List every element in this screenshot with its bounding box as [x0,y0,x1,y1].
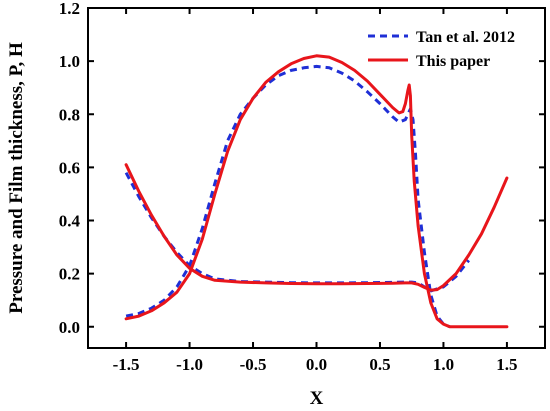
series-line-tan-2012-p [125,64,451,329]
series-line-this-paper-p [124,54,509,329]
legend: Tan et al. 2012 This paper [368,29,515,70]
y-tick-label: 0.8 [59,105,80,124]
y-tick-label: 0.6 [59,158,80,177]
x-tick-label: 0.0 [306,355,327,374]
plot-area [124,54,509,329]
y-tick-label: 0.0 [59,318,80,337]
x-tick-label: 0.5 [369,355,390,374]
x-tick-label: -0.5 [240,355,267,374]
y-tick-label: 1.2 [59,0,80,18]
y-tick-label: 0.2 [59,265,80,284]
x-tick-label: -1.5 [113,355,140,374]
series-line-this-paper-h [124,163,509,292]
x-tick-label: -1.0 [176,355,203,374]
x-axis-title: X [310,388,324,409]
axes: -1.5 -1.0 -0.5 0.0 0.5 1.0 1.5 0.0 0.2 0.4 0.6 0.8 1… [59,0,546,374]
y-axis-title: Pressure and Film thickness, P, H [6,42,27,314]
y-tick-label: 1.0 [59,52,80,71]
legend-label: This paper [416,53,490,70]
legend-label: Tan et al. 2012 [416,29,515,46]
x-tick-label: 1.0 [433,355,454,374]
y-tick-label: 0.4 [59,212,81,231]
x-tick-label: 1.5 [496,355,517,374]
